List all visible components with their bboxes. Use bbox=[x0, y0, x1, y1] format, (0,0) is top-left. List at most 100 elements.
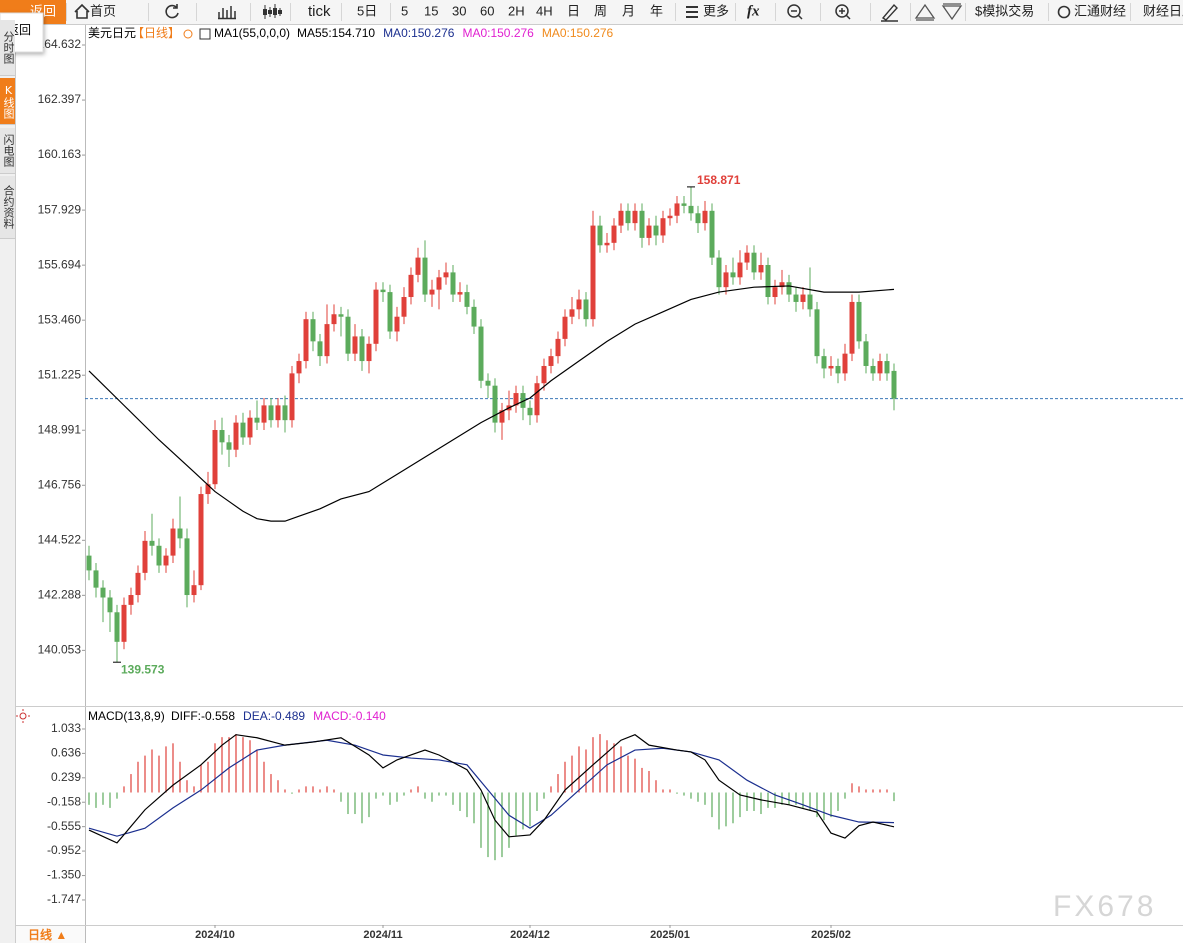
candle-body bbox=[345, 316, 351, 354]
toolbar-item[interactable]: 5日 bbox=[357, 3, 377, 18]
macd-y-tick-label: -0.158 bbox=[47, 794, 81, 808]
candle-body bbox=[772, 287, 778, 298]
y-tick-label: 160.163 bbox=[38, 147, 82, 161]
candle-body bbox=[366, 343, 372, 362]
ma-legend: MA0:150.276 bbox=[383, 26, 455, 40]
candle-body bbox=[597, 225, 603, 246]
toolbar-item[interactable]: 首页 bbox=[90, 3, 116, 18]
candle-body bbox=[135, 572, 141, 596]
candle-body bbox=[625, 210, 631, 224]
toolbar-item[interactable]: 更多 bbox=[703, 3, 729, 18]
zoom-out-icon[interactable] bbox=[787, 4, 801, 18]
toolbar-item[interactable]: 5 bbox=[401, 3, 408, 18]
dea-line bbox=[88, 739, 895, 837]
candle-body bbox=[226, 442, 232, 450]
macd-y-tick-label: 0.239 bbox=[51, 770, 81, 784]
toolbar-item[interactable]: 周 bbox=[594, 3, 607, 18]
candle-body bbox=[296, 361, 302, 374]
toolbar-item[interactable]: 2H bbox=[508, 3, 525, 18]
period-label: 【日线】 bbox=[132, 26, 180, 40]
candle-body bbox=[380, 289, 386, 293]
candle-body bbox=[352, 336, 358, 354]
pencil-icon[interactable] bbox=[881, 3, 898, 22]
sidebar-tab[interactable]: K线图 bbox=[0, 78, 15, 125]
chart-icon[interactable] bbox=[218, 6, 236, 20]
sidebar-tab[interactable]: 合约资料 bbox=[0, 176, 15, 239]
toolbar-item[interactable]: fx bbox=[747, 3, 760, 19]
candle-body bbox=[499, 410, 505, 423]
candle-body bbox=[583, 299, 589, 320]
candle-body bbox=[128, 595, 134, 605]
toolbar-item[interactable]: 4H bbox=[536, 3, 553, 18]
candle-body bbox=[100, 587, 106, 598]
candle-body bbox=[618, 210, 624, 226]
y-tick-label: 162.397 bbox=[38, 92, 82, 106]
candle-body bbox=[142, 540, 148, 573]
candle-body bbox=[527, 407, 533, 416]
candle-body bbox=[695, 213, 701, 224]
refresh-icon[interactable] bbox=[165, 4, 179, 19]
candle-body bbox=[212, 430, 218, 485]
candle-body bbox=[681, 203, 687, 206]
candle-body bbox=[254, 417, 260, 423]
triangle-up-icon[interactable] bbox=[914, 3, 936, 21]
sidebar-tab[interactable]: 闪电图 bbox=[0, 128, 15, 174]
y-tick-label: 148.991 bbox=[38, 422, 82, 436]
macd-icon[interactable] bbox=[16, 709, 30, 723]
candle-body bbox=[744, 252, 750, 263]
candle-body bbox=[415, 257, 421, 275]
indicator-icon[interactable] bbox=[199, 28, 211, 40]
toolbar-item[interactable]: 年 bbox=[650, 3, 663, 18]
candle-body bbox=[737, 262, 743, 278]
candle-body bbox=[198, 494, 204, 586]
settings-icon[interactable] bbox=[183, 29, 193, 39]
y-tick-label: 155.694 bbox=[38, 257, 82, 271]
y-tick-label: 144.522 bbox=[38, 532, 82, 546]
sidebar-tab[interactable]: 分时图 bbox=[0, 20, 15, 76]
candle-body bbox=[261, 405, 267, 423]
home-icon[interactable] bbox=[74, 3, 90, 19]
toolbar-item[interactable]: 30 bbox=[452, 3, 466, 18]
zoom-in-icon[interactable] bbox=[835, 4, 849, 18]
candle-body bbox=[205, 484, 211, 495]
candle-body bbox=[730, 272, 736, 278]
toolbar-item[interactable]: 月 bbox=[622, 3, 635, 18]
zoom-in-mark bbox=[839, 8, 851, 20]
menu-icon[interactable] bbox=[686, 6, 698, 18]
zoom-out-mark bbox=[791, 10, 803, 20]
x-tick-label: 2025/01 bbox=[650, 929, 690, 941]
candle-body bbox=[86, 555, 92, 571]
candle-body bbox=[751, 252, 757, 273]
period-button[interactable]: 日线 ▲ bbox=[28, 927, 67, 942]
toolbar-item[interactable]: tick bbox=[308, 3, 331, 20]
x-tick-label: 2024/10 bbox=[195, 929, 235, 941]
candle-body bbox=[639, 210, 645, 238]
candle-body bbox=[471, 306, 477, 327]
toolbar-item[interactable]: $模拟交易 bbox=[975, 3, 1034, 18]
candle-body bbox=[478, 326, 484, 381]
candle-body bbox=[653, 225, 659, 236]
candle-body bbox=[884, 361, 890, 374]
candle-body bbox=[247, 417, 253, 438]
toolbar-item[interactable]: 60 bbox=[480, 3, 494, 18]
news-icon[interactable] bbox=[1057, 5, 1071, 19]
period-button-bg[interactable] bbox=[16, 926, 85, 943]
triangle-down-icon[interactable] bbox=[941, 3, 963, 21]
candle-body bbox=[408, 274, 414, 298]
macd-y-tick-label: -0.555 bbox=[47, 819, 81, 833]
candle-body bbox=[870, 365, 876, 374]
y-tick-label: 153.460 bbox=[38, 312, 82, 326]
toolbar-item[interactable]: 日 bbox=[567, 3, 580, 18]
macd-legend: DIFF:-0.558 bbox=[171, 709, 235, 723]
candle-body bbox=[436, 277, 442, 290]
candle-body bbox=[758, 264, 764, 273]
candle-body bbox=[121, 604, 127, 642]
toolbar-item[interactable]: 财经日历 bbox=[1143, 3, 1183, 18]
candle-body bbox=[177, 528, 183, 539]
candle-body bbox=[828, 365, 834, 369]
toolbar-item[interactable]: 15 bbox=[424, 3, 438, 18]
candle-body bbox=[317, 341, 323, 357]
toolbar-item[interactable]: 汇通财经 bbox=[1074, 3, 1126, 18]
candle-body bbox=[646, 225, 652, 238]
